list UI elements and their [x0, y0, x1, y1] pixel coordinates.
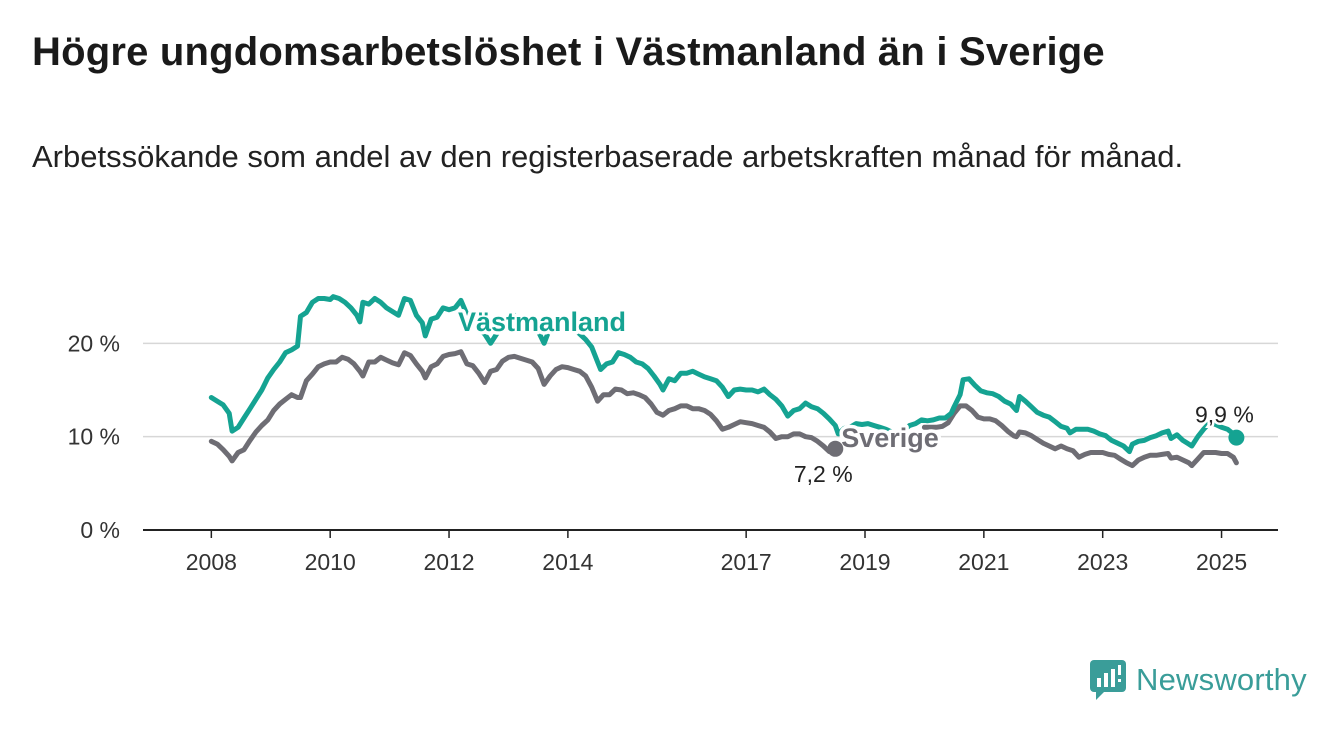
brand-name: Newsworthy	[1136, 662, 1307, 697]
end-label-sverige: 7,2 %	[794, 461, 853, 487]
y-tick-label: 0 %	[80, 517, 120, 543]
x-tick-label: 2017	[721, 549, 772, 575]
x-tick-label: 2019	[839, 549, 890, 575]
series-label-sverige: Sverige	[841, 423, 939, 453]
series-line-sverige	[921, 403, 1239, 469]
x-tick-label: 2023	[1077, 549, 1128, 575]
x-tick-label: 2010	[305, 549, 356, 575]
bar-chart-logo-icon	[1090, 660, 1126, 700]
end-point-sverige	[827, 440, 844, 457]
y-tick-label: 10 %	[68, 424, 120, 450]
x-tick-label: 2021	[958, 549, 1009, 575]
x-tick-label: 2012	[423, 549, 474, 575]
x-tick-label: 2025	[1196, 549, 1247, 575]
series-line-sverige	[208, 349, 838, 464]
x-tick-label: 2014	[542, 549, 593, 575]
brand-logo: Newsworthy	[1090, 660, 1307, 700]
end-label-vastmanland: 9,9 %	[1195, 402, 1254, 428]
end-point-vastmanland	[1228, 429, 1245, 446]
y-tick-label: 20 %	[68, 330, 120, 356]
series-line-vastmanland	[208, 294, 1239, 455]
series-label-vastmanland: Västmanland	[458, 307, 626, 337]
line-chart: 0 % 10 % 20 % 2008 2010 2012 2014 2017 2019 2021 2…	[68, 294, 1278, 575]
x-tick-label: 2008	[186, 549, 237, 575]
chart-subtitle: Arbetssökande som andel av den registerb…	[32, 139, 1184, 174]
chart-title: Högre ungdomsarbetslöshet i Västmanland …	[32, 30, 1105, 74]
